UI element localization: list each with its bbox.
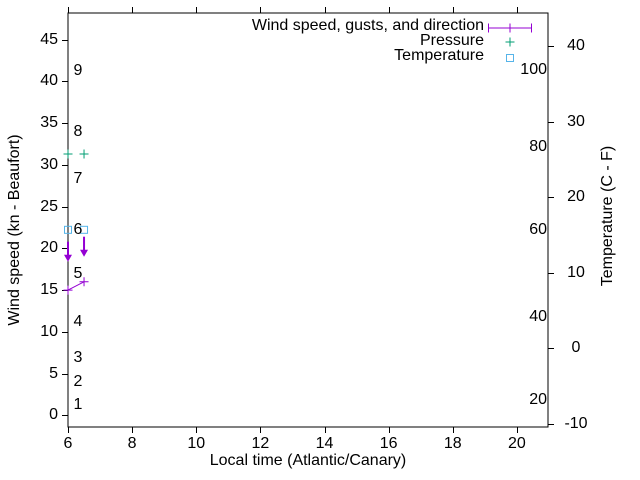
y-right-tick-label: 0 bbox=[571, 339, 581, 357]
y-left-tick-label: 35 bbox=[40, 114, 58, 132]
y-left-tick-label: 15 bbox=[40, 281, 58, 299]
x-tick-label: 18 bbox=[443, 435, 462, 452]
y-left-tick-label: 30 bbox=[40, 155, 58, 173]
legend-sample-errorbar bbox=[488, 23, 532, 33]
y-left-tick-label: 40 bbox=[40, 72, 58, 90]
arrow-head bbox=[80, 249, 89, 257]
y-right-tick-label: 20 bbox=[567, 188, 585, 206]
series-temperature bbox=[64, 225, 89, 234]
legend-label: Temperature bbox=[394, 47, 484, 64]
y-left-tick-label: 0 bbox=[49, 406, 58, 424]
x-axis-label: Local time (Atlantic/Canary) bbox=[209, 452, 407, 469]
arrow-head bbox=[64, 254, 72, 262]
beaufort-scale-label: 4 bbox=[73, 312, 83, 330]
y-left-tick-label: 25 bbox=[40, 197, 58, 215]
x-tick-label: 12 bbox=[251, 435, 270, 452]
x-tick-label: 20 bbox=[507, 435, 526, 452]
y-left-tick-label: 10 bbox=[40, 322, 58, 340]
y-right-tick-label: 40 bbox=[567, 37, 585, 55]
y-right-tick-label: 10 bbox=[567, 263, 585, 281]
series-wind-speed-gusts-and-direction bbox=[63, 236, 89, 295]
y-left-tick-label: 45 bbox=[40, 30, 58, 48]
beaufort-scale-label: 6 bbox=[73, 221, 83, 239]
y-right-tick-label: -10 bbox=[564, 414, 588, 432]
x-tick-label: 16 bbox=[379, 435, 398, 452]
x-tick-label: 6 bbox=[63, 435, 73, 452]
plot-border bbox=[67, 12, 549, 428]
fahrenheit-scale-label: 80 bbox=[529, 137, 547, 155]
legend-samples bbox=[488, 23, 532, 62]
y-left-tick-label: 20 bbox=[40, 239, 58, 257]
series-pressure bbox=[63, 149, 89, 159]
x-tick-label: 10 bbox=[187, 435, 206, 452]
y-right-tick-label: 30 bbox=[567, 112, 585, 130]
beaufort-scale-label: 3 bbox=[73, 348, 83, 366]
fahrenheit-scale-label: 100 bbox=[520, 60, 547, 78]
fahrenheit-scale-label: 40 bbox=[529, 307, 547, 325]
gust-direction-arrow bbox=[80, 236, 89, 257]
beaufort-scale-label: 9 bbox=[73, 62, 83, 80]
x-tick-label: 8 bbox=[127, 435, 137, 452]
fahrenheit-scale-label: 60 bbox=[529, 220, 547, 238]
beaufort-scale-label: 8 bbox=[73, 123, 83, 141]
legend-label: Wind speed, gusts, and direction bbox=[251, 17, 484, 34]
legend-label: Pressure bbox=[419, 32, 484, 49]
gust-direction-arrow bbox=[64, 241, 72, 262]
beaufort-scale-label: 1 bbox=[73, 396, 83, 414]
y-axis-label-right: Temperature (C - F) bbox=[599, 145, 616, 287]
series-line bbox=[67, 281, 85, 291]
fahrenheit-scale-label: 20 bbox=[529, 390, 547, 408]
beaufort-scale-label: 7 bbox=[73, 170, 83, 188]
beaufort-scale-label: 2 bbox=[73, 372, 83, 390]
axis-ticks bbox=[62, 7, 554, 433]
x-tick-label: 14 bbox=[315, 435, 334, 452]
beaufort-scale-label: 5 bbox=[73, 265, 83, 283]
y-left-tick-label: 5 bbox=[49, 364, 58, 382]
